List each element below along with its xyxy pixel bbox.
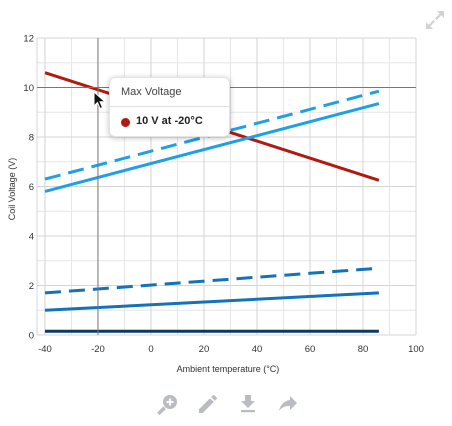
tooltip-series-dot: [121, 118, 130, 127]
x-tick-label: 100: [408, 344, 424, 355]
tooltip-divider: [110, 106, 229, 107]
x-tick-label: 0: [148, 344, 153, 355]
x-tick-label: 60: [305, 344, 316, 355]
expand-arrows-icon[interactable]: [425, 10, 445, 30]
pencil-icon[interactable]: [196, 392, 220, 416]
y-tick-label: 6: [29, 182, 34, 193]
y-axis-title: Coil Voltage (V): [7, 158, 17, 221]
y-tick-label: 12: [23, 34, 34, 45]
x-tick-label: -40: [38, 344, 52, 355]
x-axis-title: Ambient temperature (°C): [177, 364, 280, 374]
x-tick-label: -20: [91, 344, 105, 355]
tooltip-title: Max Voltage: [121, 86, 182, 98]
y-tick-label: 0: [29, 331, 34, 342]
y-tick-labels: 0 2 4 6 8 10 12: [23, 34, 34, 342]
tooltip-value: 10 V at -20°C: [136, 115, 203, 127]
y-tick-label: 2: [29, 281, 34, 292]
x-tick-label: 80: [358, 344, 369, 355]
series-line-3: [44, 102, 380, 193]
x-tick-label: 20: [199, 344, 210, 355]
y-tick-label: 4: [29, 232, 34, 243]
y-tick-label: 10: [23, 83, 34, 94]
share-arrow-icon[interactable]: [276, 392, 300, 416]
x-tick-labels: -40 -20 0 20 40 60 80 100: [38, 344, 424, 355]
series-line-5: [44, 291, 379, 312]
mouse-cursor-icon: [93, 91, 107, 110]
x-tick-label: 40: [252, 344, 263, 355]
download-icon[interactable]: [236, 392, 260, 416]
zoom-in-icon[interactable]: [156, 392, 180, 416]
tooltip: Max Voltage 10 V at -20°C: [109, 77, 230, 137]
series-line-4: [44, 266, 380, 295]
y-tick-label: 8: [29, 133, 34, 144]
